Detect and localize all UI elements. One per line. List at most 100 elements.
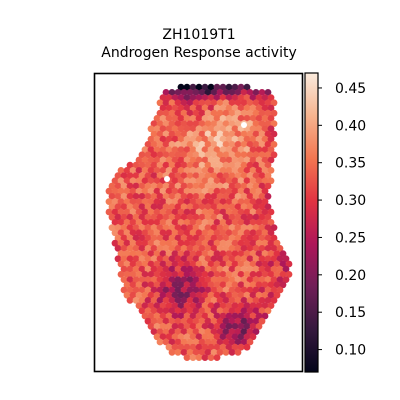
spot	[156, 151, 164, 159]
spot	[225, 343, 233, 351]
spot	[249, 312, 257, 320]
spot	[171, 281, 179, 289]
spot	[153, 125, 161, 133]
spot	[153, 291, 161, 299]
spot	[129, 291, 137, 299]
spot	[156, 328, 164, 335]
spot	[174, 234, 182, 242]
spot	[234, 182, 242, 190]
spot	[252, 245, 260, 252]
spot	[237, 250, 245, 257]
spot	[150, 193, 158, 200]
spot	[258, 317, 266, 325]
spot	[237, 323, 245, 330]
spot	[135, 239, 143, 247]
spot	[207, 343, 215, 351]
colorbar-tick-label: 0.20	[335, 268, 366, 284]
spot	[108, 213, 116, 221]
spot	[180, 120, 188, 127]
spot	[255, 312, 263, 320]
spot	[168, 307, 176, 315]
spot	[144, 245, 152, 252]
spot	[126, 245, 134, 252]
spot	[207, 229, 215, 237]
spot	[156, 317, 164, 325]
spot	[243, 83, 251, 91]
spot	[120, 234, 128, 242]
spot	[186, 182, 194, 190]
spot	[168, 349, 176, 356]
spot	[246, 151, 254, 159]
spot	[189, 323, 197, 330]
spot	[195, 219, 203, 226]
spot	[243, 323, 251, 330]
spot	[183, 125, 191, 133]
spot	[174, 245, 182, 252]
spot	[123, 187, 131, 195]
spot	[180, 338, 188, 346]
spot	[219, 104, 227, 112]
spot	[189, 187, 197, 195]
spot	[237, 135, 245, 143]
spot	[195, 187, 203, 195]
spot	[219, 281, 227, 289]
spot	[183, 167, 191, 174]
spot	[201, 260, 209, 268]
spot	[150, 141, 158, 148]
spot	[216, 193, 224, 200]
spot	[162, 89, 170, 96]
spot	[177, 94, 185, 101]
spot	[255, 167, 263, 174]
spot	[171, 271, 179, 278]
spot	[243, 187, 251, 195]
spot	[123, 219, 131, 226]
spot	[225, 135, 233, 143]
spot	[258, 276, 266, 283]
spot	[237, 291, 245, 299]
spot	[159, 146, 167, 154]
spot	[240, 276, 248, 283]
spot	[168, 120, 176, 127]
spot	[231, 94, 239, 101]
spot	[183, 219, 191, 226]
spot	[138, 245, 146, 252]
spot	[168, 109, 176, 117]
spot	[123, 177, 131, 185]
spot	[174, 224, 182, 232]
spot	[267, 94, 275, 101]
spot	[270, 286, 278, 294]
chart-title-line-1: ZH1019T1	[162, 27, 235, 43]
spot	[180, 328, 188, 335]
spot	[171, 343, 179, 351]
spot	[252, 286, 260, 294]
spot	[231, 208, 239, 216]
spot	[108, 203, 116, 211]
spot	[171, 125, 179, 133]
spot	[177, 187, 185, 195]
spot	[255, 323, 263, 330]
spot	[147, 187, 155, 195]
spot	[162, 286, 170, 294]
spot	[237, 83, 245, 91]
spot	[201, 125, 209, 133]
spot	[138, 307, 146, 315]
spot	[168, 213, 176, 221]
spot	[231, 187, 239, 195]
spot	[174, 109, 182, 117]
spot	[210, 109, 218, 117]
spot	[225, 198, 233, 206]
spot	[105, 187, 113, 195]
spot	[222, 349, 230, 356]
spot	[222, 130, 230, 138]
spot	[177, 291, 185, 299]
spot	[207, 125, 215, 133]
spot	[177, 208, 185, 216]
spot	[234, 161, 242, 169]
spot	[261, 146, 269, 154]
spot	[183, 177, 191, 185]
spot	[162, 224, 170, 232]
spot	[195, 83, 203, 91]
spot	[228, 161, 236, 169]
spot	[159, 239, 167, 247]
